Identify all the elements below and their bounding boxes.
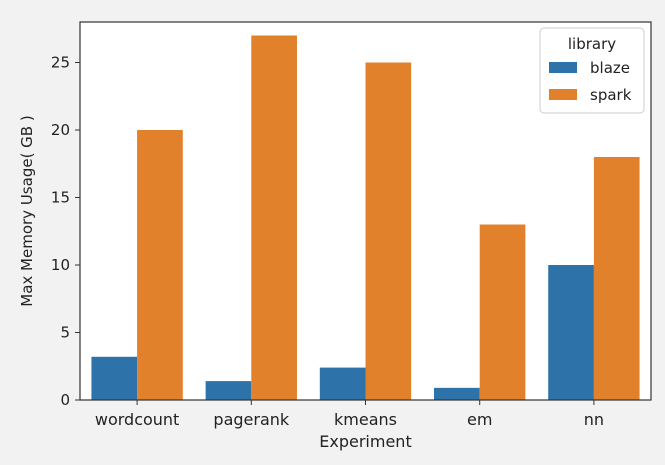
y-axis-label: Max Memory Usage( GB ): [18, 115, 36, 306]
legend-swatch-blaze: [549, 62, 577, 73]
bar-kmeans-spark: [365, 62, 412, 400]
x-axis: wordcount pagerank kmeans em nn: [95, 400, 604, 429]
bar-nn-spark: [593, 157, 640, 400]
y-tick-label-20: 20: [51, 121, 70, 139]
x-tick-label-em: em: [467, 410, 492, 429]
plot-frame: [79, 21, 652, 401]
y-tick-label-25: 25: [51, 54, 70, 72]
bar-wordcount-spark: [137, 130, 183, 400]
legend: library blaze spark: [539, 27, 645, 114]
x-axis-label: Experiment: [319, 432, 411, 451]
y-tick-label-5: 5: [60, 324, 70, 342]
legend-label-spark: spark: [590, 86, 632, 104]
bar-em-spark: [479, 224, 526, 400]
legend-swatch-spark: [549, 89, 577, 100]
y-tick-label-10: 10: [51, 256, 70, 274]
bar-kmeans-blaze: [319, 367, 366, 400]
bar-pagerank-blaze: [205, 381, 252, 400]
x-tick-label-nn: nn: [584, 410, 604, 429]
bar-pagerank-spark: [251, 35, 297, 400]
x-tick-label-pagerank: pagerank: [213, 410, 289, 429]
legend-label-blaze: blaze: [590, 59, 630, 77]
bar-nn-blaze: [548, 265, 594, 400]
bar-em-blaze: [434, 387, 480, 400]
x-tick-label-kmeans: kmeans: [334, 410, 397, 429]
bar-wordcount-blaze: [91, 356, 138, 400]
legend-title: library: [568, 35, 616, 53]
x-tick-label-wordcount: wordcount: [95, 410, 179, 429]
bars-group: [91, 35, 640, 400]
y-tick-label-15: 15: [51, 189, 70, 207]
y-tick-label-0: 0: [60, 391, 70, 409]
y-axis: 0 5 10 15 20 25: [51, 54, 80, 409]
